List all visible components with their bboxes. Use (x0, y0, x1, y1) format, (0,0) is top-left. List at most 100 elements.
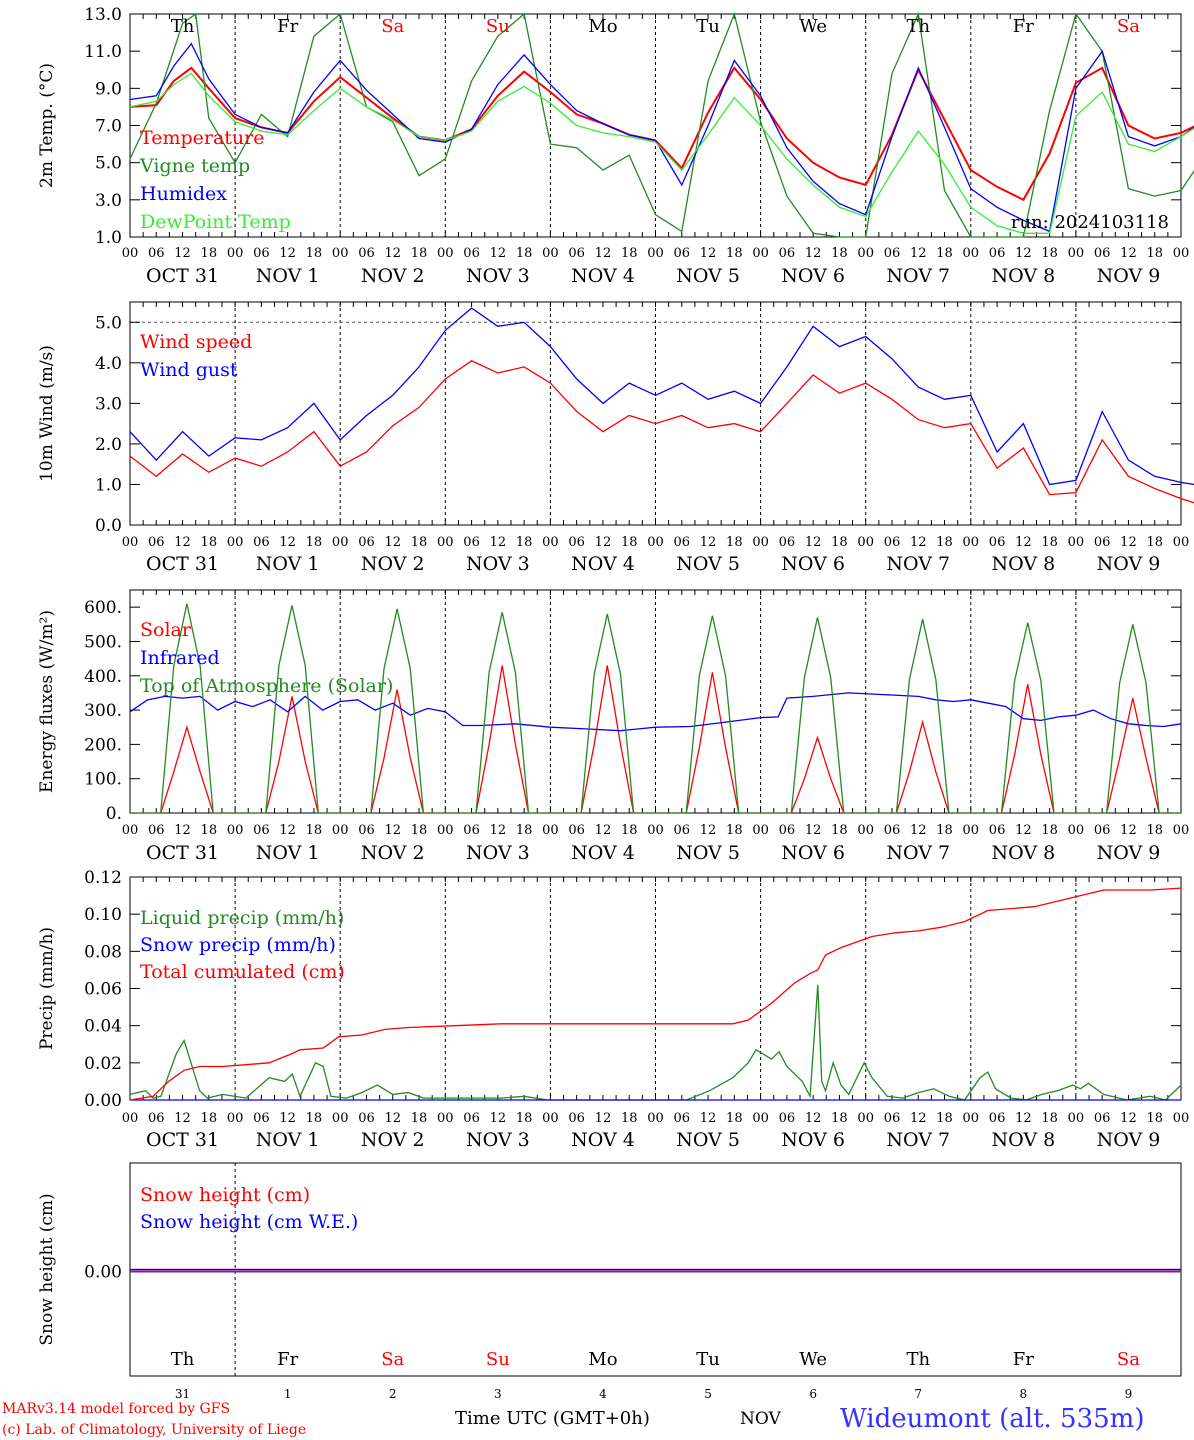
hour-label: 00 (1068, 535, 1085, 550)
hour-label: 06 (358, 1111, 375, 1126)
hour-label: 06 (463, 535, 480, 550)
y-tick-label: 5.0 (95, 313, 122, 333)
hour-label: 06 (884, 246, 901, 261)
panel-1: 13.0 11.0 9.0 7.0 5.0 3.0 1.0 2m Temp. (°C) Temp… (37, 5, 1194, 287)
hour-label: 12 (805, 535, 822, 550)
y-tick-label: 300. (84, 701, 122, 721)
hour-label: 06 (779, 823, 796, 838)
series-line-top-of-atmosphere-solar- (130, 603, 1181, 814)
date-label: NOV 4 (571, 842, 635, 864)
y-tick-label: 2.0 (95, 435, 122, 455)
hour-label: 18 (1146, 246, 1163, 261)
date-label: NOV 7 (886, 842, 950, 864)
hour-label: 18 (831, 535, 848, 550)
hour-label: 00 (752, 535, 769, 550)
hour-label: 06 (1094, 535, 1111, 550)
hour-label: 00 (122, 823, 139, 838)
day-name: Fr (1013, 1349, 1034, 1370)
hour-label: 00 (542, 823, 559, 838)
day-name: Th (171, 1349, 195, 1370)
y-tick-label: 0.10 (84, 905, 122, 925)
day-name: Tu (696, 1349, 720, 1370)
day-name: Mo (588, 1349, 617, 1370)
day-name: Sa (381, 1349, 404, 1370)
hour-label: 06 (253, 535, 270, 550)
y-tick-label: 11.0 (84, 42, 122, 62)
y-tick-label: 13.0 (84, 5, 122, 25)
date-label: NOV 1 (256, 842, 320, 864)
legend-entry: Wind gust (140, 359, 238, 381)
hour-label: 18 (201, 535, 218, 550)
hour-label: 18 (621, 246, 638, 261)
hour-label: 00 (332, 246, 349, 261)
legend-entry: Temperature (140, 127, 264, 149)
hour-label: 12 (910, 823, 927, 838)
legend-entry: Liquid precip (mm/h) (140, 907, 344, 929)
hour-label: 12 (384, 1111, 401, 1126)
hour-label: 18 (726, 1111, 743, 1126)
hour-label: 18 (621, 1111, 638, 1126)
hour-label: 12 (384, 535, 401, 550)
date-label: NOV 6 (781, 265, 845, 287)
hour-label: 06 (253, 823, 270, 838)
date-label: NOV 8 (991, 265, 1055, 287)
day-number: 7 (914, 1387, 922, 1401)
date-label: NOV 1 (256, 1129, 320, 1151)
hour-label: 06 (884, 1111, 901, 1126)
day-name: Mo (588, 16, 617, 37)
model-credit: MARv3.14 model forced by GFS (2, 1401, 230, 1417)
hour-label: 12 (910, 246, 927, 261)
y-tick-label: 0.00 (84, 1263, 122, 1283)
date-label: NOV 8 (991, 1129, 1055, 1151)
hour-label: 00 (227, 535, 244, 550)
legend-entry: Wind speed (140, 331, 252, 353)
y-tick-label: 600. (84, 598, 122, 618)
series-line-total-cumulated-cm- (129, 887, 1182, 1101)
series-line-dewpoint-temp (129, 72, 1194, 234)
day-number: 6 (809, 1387, 817, 1401)
day-name: Th (171, 16, 195, 37)
hour-label: 18 (936, 823, 953, 838)
date-label: NOV 3 (466, 1129, 530, 1151)
y-tick-label: 0.0 (95, 516, 122, 536)
y-tick-label: 3.0 (95, 191, 122, 211)
hour-label: 18 (1146, 535, 1163, 550)
day-number: 31 (175, 1387, 190, 1401)
legend-entry: Snow height (cm) (140, 1184, 310, 1206)
hour-label: 12 (805, 1111, 822, 1126)
hour-label: 00 (647, 535, 664, 550)
hour-label: 00 (857, 246, 874, 261)
hour-label: 00 (227, 1111, 244, 1126)
hour-label: 00 (752, 1111, 769, 1126)
date-label: NOV 3 (466, 265, 530, 287)
hour-label: 18 (411, 535, 428, 550)
hour-label: 06 (674, 823, 691, 838)
y-tick-label: 0.12 (84, 868, 122, 888)
hour-label: 06 (779, 246, 796, 261)
legend-entry: Snow height (cm W.E.) (140, 1211, 358, 1233)
hour-label: 18 (831, 1111, 848, 1126)
date-label: NOV 7 (886, 1129, 950, 1151)
hour-label: 18 (1146, 823, 1163, 838)
series-line-temperature (129, 66, 1194, 202)
y-tick-label: 0.06 (84, 980, 122, 1000)
hour-label: 18 (936, 1111, 953, 1126)
date-label: NOV 6 (781, 553, 845, 575)
day-name: Th (906, 16, 930, 37)
hour-label: 00 (647, 1111, 664, 1126)
hour-label: 18 (726, 823, 743, 838)
hour-label: 18 (831, 246, 848, 261)
hour-label: 00 (1173, 246, 1190, 261)
hour-label: 06 (253, 1111, 270, 1126)
day-name: Sa (381, 16, 404, 37)
hour-label: 18 (621, 535, 638, 550)
footer: MARv3.14 model forced by GFS (c) Lab. of… (2, 1401, 1144, 1438)
hour-label: 06 (779, 1111, 796, 1126)
legend-entry: Total cumulated (cm) (140, 961, 345, 983)
hour-label: 00 (437, 246, 454, 261)
y-tick-label: 3.0 (95, 394, 122, 414)
hour-label: 12 (174, 535, 191, 550)
hour-label: 18 (306, 823, 323, 838)
hour-label: 12 (595, 1111, 612, 1126)
hour-label: 12 (490, 823, 507, 838)
